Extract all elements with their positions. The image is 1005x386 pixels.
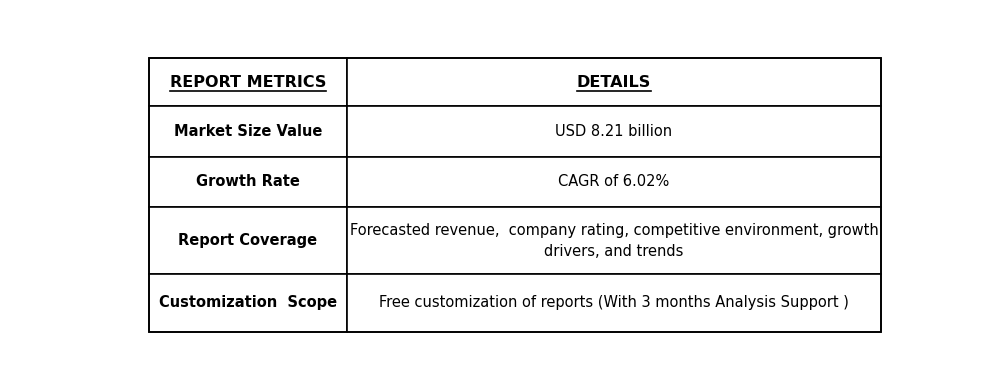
Bar <box>347 157 881 207</box>
Bar <box>347 106 881 157</box>
Bar <box>149 207 347 274</box>
Text: Report Coverage: Report Coverage <box>178 233 318 248</box>
Text: Market Size Value: Market Size Value <box>174 124 322 139</box>
Text: CAGR of 6.02%: CAGR of 6.02% <box>558 174 669 190</box>
Text: Free customization of reports (With 3 months Analysis Support ): Free customization of reports (With 3 mo… <box>379 295 849 310</box>
Bar <box>347 58 881 106</box>
Text: Forecasted revenue,  company rating, competitive environment, growth
drivers, an: Forecasted revenue, company rating, comp… <box>350 223 878 259</box>
Bar <box>347 274 881 332</box>
Bar <box>149 274 347 332</box>
Bar <box>149 106 347 157</box>
Bar <box>149 58 347 106</box>
Text: REPORT METRICS: REPORT METRICS <box>170 74 326 90</box>
Bar <box>347 207 881 274</box>
Text: Growth Rate: Growth Rate <box>196 174 299 190</box>
Bar <box>149 157 347 207</box>
Text: Customization  Scope: Customization Scope <box>159 295 337 310</box>
Text: USD 8.21 billion: USD 8.21 billion <box>556 124 672 139</box>
Text: DETAILS: DETAILS <box>577 74 651 90</box>
